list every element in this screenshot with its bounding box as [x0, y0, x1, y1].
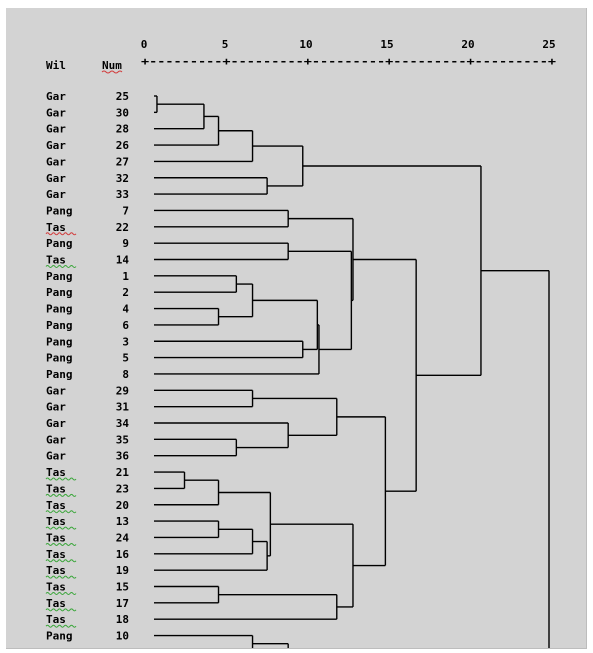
leaf-number-label: 5	[122, 352, 129, 365]
leaf-number-label: 30	[116, 106, 129, 119]
leaf-group-label: Tas	[46, 499, 66, 512]
leaf-group-label: Gar	[46, 401, 66, 414]
spellcheck-underline	[45, 624, 77, 628]
spellcheck-underline	[45, 510, 77, 514]
leaf-group-label: Tas	[46, 613, 66, 626]
leaf-number-label: 13	[116, 515, 129, 528]
group-column-header: Wil	[46, 59, 66, 72]
leaf-number-label: 34	[116, 417, 130, 430]
leaf-number-label: 22	[116, 221, 129, 234]
leaf-group-label: Tas	[46, 597, 66, 610]
leaf-group-label: Tas	[46, 515, 66, 528]
spellcheck-underline	[45, 559, 77, 563]
scale-tick-20: 20	[461, 38, 474, 51]
scale-rule: +---------+---------+---------+---------…	[141, 55, 556, 68]
leaf-group-label: Tas	[46, 581, 66, 594]
leaf-group-label: Gar	[46, 106, 66, 119]
leaf-number-label: 21	[116, 466, 130, 479]
leaf-group-label: Pang	[46, 646, 73, 648]
leaf-group-label: Tas	[46, 548, 66, 561]
leaf-number-label: 32	[116, 172, 129, 185]
leaf-number-label: 19	[116, 564, 129, 577]
leaf-group-label: Gar	[46, 450, 66, 463]
scale-tick-15: 15	[380, 38, 393, 51]
scale-tick-25: 25	[542, 38, 555, 51]
leaf-number-label: 29	[116, 384, 129, 397]
leaf-number-label: 28	[116, 123, 129, 136]
leaf-group-label: Pang	[46, 319, 73, 332]
leaf-group-label: Tas	[46, 466, 66, 479]
leaf-group-label: Pang	[46, 270, 73, 283]
leaf-number-label: 15	[116, 581, 129, 594]
spellcheck-underline	[45, 575, 77, 579]
leaf-number-label: 26	[116, 139, 130, 152]
leaf-number-label: 24	[116, 531, 130, 544]
spellcheck-underline	[101, 70, 123, 74]
spellcheck-underline	[45, 542, 77, 546]
dendrogram-tree	[154, 95, 550, 648]
dendrogram: Wil Num 0 5 10 15 20 25 +---------+-----…	[45, 38, 556, 648]
leaf-group-label: Pang	[46, 286, 73, 299]
leaf-number-label: 20	[116, 499, 129, 512]
leaf-number-label: 18	[116, 613, 129, 626]
number-column-header: Num	[102, 59, 122, 72]
leaf-group-label: Tas	[46, 221, 66, 234]
leaf-number-label: 8	[122, 368, 129, 381]
leaf-group-label: Pang	[46, 303, 73, 316]
leaf-number-label: 33	[116, 188, 129, 201]
leaf-group-label: Gar	[46, 188, 66, 201]
leaf-number-label: 3	[122, 335, 129, 348]
leaf-group-label: Gar	[46, 384, 66, 397]
dendrogram-header: Wil Num 0 5 10 15 20 25 +---------+-----…	[46, 38, 556, 74]
spellcheck-underline	[45, 493, 77, 497]
leaf-group-label: Tas	[46, 254, 66, 267]
leaf-number-label: 4	[122, 303, 129, 316]
leaf-number-label: 36	[116, 450, 130, 463]
dendrogram-panel: Wil Num 0 5 10 15 20 25 +---------+-----…	[6, 8, 587, 649]
scale-tick-10: 10	[299, 38, 312, 51]
leaf-group-label: Gar	[46, 433, 66, 446]
spellcheck-underline	[45, 232, 77, 236]
spellcheck-underline	[45, 526, 77, 530]
leaf-group-label: Pang	[46, 237, 73, 250]
spellcheck-underline	[45, 477, 77, 481]
leaf-number-label: 31	[116, 401, 130, 414]
leaf-number-label: 12	[116, 646, 129, 648]
leaf-number-label: 25	[116, 90, 129, 103]
leaf-number-label: 7	[122, 204, 129, 217]
leaf-group-label: Gar	[46, 172, 66, 185]
leaf-number-label: 6	[122, 319, 129, 332]
leaf-number-label: 10	[116, 630, 129, 643]
spellcheck-underline	[45, 608, 77, 612]
spellcheck-underline	[45, 592, 77, 595]
leaf-group-label: Pang	[46, 204, 73, 217]
leaf-group-label: Tas	[46, 482, 66, 495]
leaf-number-label: 9	[122, 237, 129, 250]
leaf-group-label: Pang	[46, 335, 73, 348]
leaf-group-label: Gar	[46, 155, 66, 168]
leaf-number-label: 2	[122, 286, 129, 299]
leaf-group-label: Gar	[46, 417, 66, 430]
leaf-number-label: 16	[116, 548, 130, 561]
leaf-group-label: Gar	[46, 123, 66, 136]
spellcheck-underline	[45, 265, 77, 268]
leaf-group-label: Tas	[46, 564, 66, 577]
leaf-group-label: Pang	[46, 352, 73, 365]
leaf-group-label: Pang	[46, 630, 73, 643]
leaf-number-label: 1	[122, 270, 129, 283]
leaf-number-label: 35	[116, 433, 129, 446]
leaf-group-label: Gar	[46, 90, 66, 103]
leaf-group-label: Gar	[46, 139, 66, 152]
leaf-group-label: Pang	[46, 368, 73, 381]
scale-tick-5: 5	[222, 38, 229, 51]
leaf-number-label: 23	[116, 482, 129, 495]
scale-tick-0: 0	[141, 38, 148, 51]
leaf-group-label: Tas	[46, 531, 66, 544]
leaf-number-label: 14	[116, 254, 130, 267]
leaf-number-label: 17	[116, 597, 129, 610]
leaf-number-label: 27	[116, 155, 129, 168]
